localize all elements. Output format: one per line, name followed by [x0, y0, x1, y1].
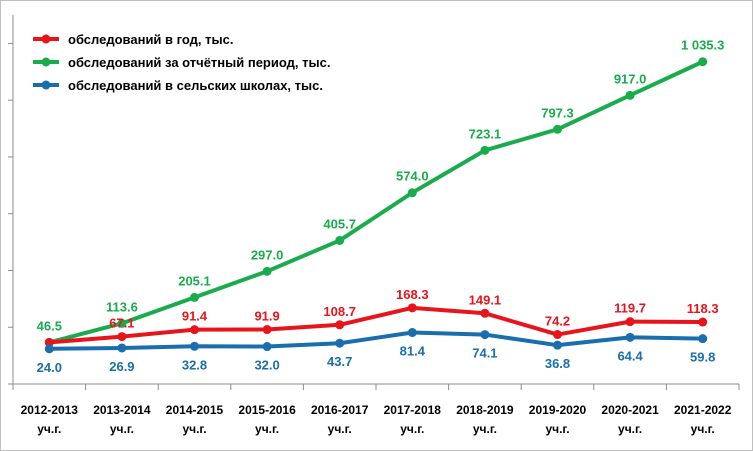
data-point	[625, 332, 635, 342]
data-point	[480, 330, 490, 340]
data-label: 91.9	[254, 309, 279, 324]
data-point	[553, 340, 562, 350]
data-point	[407, 188, 417, 198]
data-label: 74.1	[472, 346, 497, 361]
x-tick-label: 2020-2021	[601, 403, 659, 417]
data-point	[335, 320, 345, 330]
series-line	[49, 305, 703, 345]
legend-entry: обследований за отчётный период, тыс.	[68, 55, 330, 70]
data-label: 91.4	[182, 309, 208, 324]
data-label: 205.1	[178, 273, 211, 288]
data-label: 168.3	[396, 287, 429, 302]
data-label: 64.4	[617, 348, 643, 363]
x-tick-label-suffix: уч.г.	[400, 422, 424, 436]
legend-swatch-marker	[41, 57, 51, 67]
x-tick-label: 2014-2015	[166, 403, 224, 417]
x-tick-label-suffix: уч.г.	[545, 422, 569, 436]
x-tick-label-suffix: уч.г.	[691, 422, 715, 436]
data-label: 59.8	[690, 350, 715, 365]
data-point	[190, 292, 199, 302]
data-point	[190, 325, 199, 335]
data-point	[698, 334, 708, 344]
x-tick-label: 2019-2020	[529, 403, 587, 417]
data-label: 43.7	[327, 354, 352, 369]
data-point	[553, 330, 562, 340]
data-label: 108.7	[323, 304, 356, 319]
x-tick-label: 2015-2016	[238, 403, 296, 417]
data-point	[262, 325, 272, 335]
x-tick-label: 2016-2017	[311, 403, 369, 417]
data-point	[625, 317, 635, 327]
data-label: 797.3	[541, 105, 574, 120]
data-point	[117, 332, 127, 342]
legend-entry: обследований в год, тыс.	[68, 32, 233, 47]
data-label: 36.8	[545, 356, 570, 371]
data-point	[262, 266, 272, 276]
data-point	[698, 57, 708, 67]
data-point	[480, 145, 490, 155]
legend-swatch-marker	[41, 34, 51, 44]
x-tick-label: 2012-2013	[21, 403, 79, 417]
data-label: 118.3	[687, 301, 719, 316]
x-tick-label: 2013-2014	[93, 403, 151, 417]
data-label: 149.1	[469, 292, 502, 307]
series-line	[48, 59, 704, 345]
legend-swatch-marker	[41, 80, 51, 90]
x-tick-label: 2021-2022	[674, 403, 732, 417]
data-point	[117, 343, 127, 353]
series-line	[49, 330, 703, 351]
data-label: 32.0	[254, 358, 279, 373]
x-tick-label: 2018-2019	[456, 403, 514, 417]
data-label: 81.4	[400, 344, 426, 359]
legend-entry: обследований в сельских школах, тыс.	[68, 78, 323, 93]
data-point	[335, 235, 345, 245]
data-point	[407, 303, 417, 313]
data-label: 574.0	[396, 169, 429, 184]
x-tick-label-suffix: уч.г.	[328, 422, 352, 436]
x-tick-label-suffix: уч.г.	[473, 422, 497, 436]
x-tick-label-suffix: уч.г.	[37, 422, 61, 436]
data-label: 24.0	[37, 360, 62, 375]
data-point	[407, 328, 417, 338]
data-point	[553, 124, 562, 134]
data-label: 1 035.3	[681, 38, 724, 53]
x-tick-label-suffix: уч.г.	[255, 422, 279, 436]
x-tick-label-suffix: уч.г.	[618, 422, 642, 436]
data-point	[190, 341, 199, 351]
data-point	[625, 90, 635, 100]
data-label: 119.7	[614, 301, 646, 316]
data-label: 26.9	[109, 359, 134, 374]
data-label: 113.6	[106, 299, 138, 314]
data-label: 67.1	[109, 316, 134, 331]
data-point	[480, 308, 490, 318]
data-point	[335, 338, 345, 348]
data-label: 405.7	[323, 216, 356, 231]
data-point	[117, 318, 127, 328]
data-label: 297.0	[251, 247, 284, 262]
x-tick-label: 2017-2018	[384, 403, 442, 417]
data-point	[698, 317, 708, 327]
data-label: 32.8	[182, 357, 207, 372]
data-label: 74.2	[545, 314, 570, 329]
data-label: 917.0	[614, 71, 647, 86]
data-point	[44, 344, 54, 354]
data-point	[44, 337, 54, 347]
x-tick-label-suffix: уч.г.	[182, 422, 206, 436]
data-label: 723.1	[469, 126, 502, 141]
data-label: 46.5	[37, 318, 62, 333]
x-tick-label-suffix: уч.г.	[110, 422, 134, 436]
data-point	[262, 342, 272, 352]
